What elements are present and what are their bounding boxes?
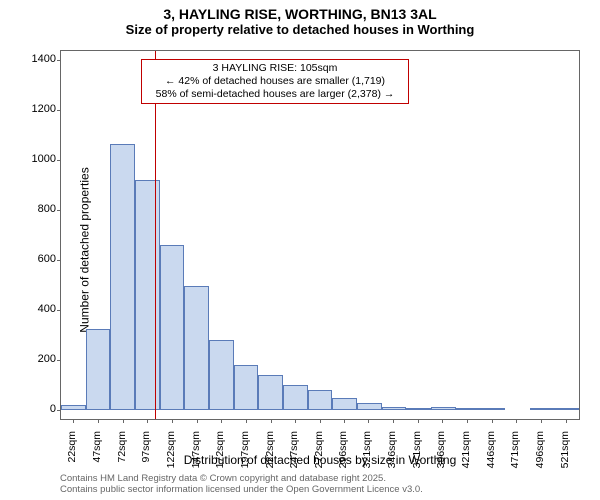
histogram-bar — [283, 385, 308, 410]
histogram-bar — [382, 407, 407, 411]
histogram-bar — [209, 340, 234, 410]
x-tick — [271, 419, 272, 423]
plot-area: 3 HAYLING RISE: 105sqm ← 42% of detached… — [60, 50, 580, 420]
x-tick — [418, 419, 419, 423]
annotation-line2: ← 42% of detached houses are smaller (1,… — [146, 75, 404, 88]
annotation-line3: 58% of semi-detached houses are larger (… — [146, 88, 404, 101]
x-tick-label: 446sqm — [485, 431, 497, 471]
x-tick — [442, 419, 443, 423]
titles: 3, HAYLING RISE, WORTHING, BN13 3AL Size… — [0, 0, 600, 37]
x-tick — [295, 419, 296, 423]
x-tick — [123, 419, 124, 423]
y-tick-label: 1200 — [6, 103, 56, 115]
y-tick-label: 400 — [6, 303, 56, 315]
histogram-bar — [308, 390, 333, 410]
title-main: 3, HAYLING RISE, WORTHING, BN13 3AL — [0, 6, 600, 22]
x-tick — [516, 419, 517, 423]
x-tick-label: 396sqm — [435, 431, 447, 471]
x-tick — [246, 419, 247, 423]
x-tick-label: 521sqm — [559, 431, 571, 471]
x-tick-label: 471sqm — [509, 431, 521, 471]
x-tick — [344, 419, 345, 423]
annotation-box: 3 HAYLING RISE: 105sqm ← 42% of detached… — [141, 59, 409, 104]
x-tick-label: 421sqm — [460, 431, 472, 471]
histogram-bar — [234, 365, 259, 410]
x-tick-label: 346sqm — [386, 431, 398, 471]
y-tick — [57, 410, 61, 411]
x-tick — [492, 419, 493, 423]
x-tick-label: 496sqm — [534, 431, 546, 471]
x-tick-label: 371sqm — [411, 431, 423, 471]
histogram-bar — [86, 329, 111, 410]
y-tick-label: 1400 — [6, 53, 56, 65]
x-tick-label: 172sqm — [214, 431, 226, 471]
y-tick — [57, 310, 61, 311]
x-tick — [467, 419, 468, 423]
x-tick — [197, 419, 198, 423]
x-tick-label: 247sqm — [288, 431, 300, 471]
footer-line2: Contains public sector information licen… — [60, 485, 423, 496]
x-tick-label: 272sqm — [313, 431, 325, 471]
histogram-bar — [456, 408, 481, 410]
x-tick — [73, 419, 74, 423]
histogram-bar — [530, 408, 555, 410]
x-tick-label: 296sqm — [337, 431, 349, 471]
y-tick-label: 600 — [6, 253, 56, 265]
x-tick-label: 197sqm — [239, 431, 251, 471]
y-tick-label: 1000 — [6, 153, 56, 165]
x-tick-label: 47sqm — [91, 431, 103, 471]
x-tick — [566, 419, 567, 423]
y-tick — [57, 160, 61, 161]
x-tick — [221, 419, 222, 423]
x-tick — [393, 419, 394, 423]
annotation-line1: 3 HAYLING RISE: 105sqm — [146, 62, 404, 75]
histogram-bar — [554, 408, 579, 410]
chart-container: 3, HAYLING RISE, WORTHING, BN13 3AL Size… — [0, 0, 600, 500]
histogram-bar — [332, 398, 357, 411]
x-tick-label: 22sqm — [66, 431, 78, 471]
x-tick — [98, 419, 99, 423]
x-tick-label: 72sqm — [116, 431, 128, 471]
y-tick-label: 200 — [6, 353, 56, 365]
x-tick-label: 147sqm — [190, 431, 202, 471]
histogram-bar — [431, 407, 456, 410]
y-tick — [57, 360, 61, 361]
x-tick-label: 222sqm — [264, 431, 276, 471]
x-tick-label: 122sqm — [165, 431, 177, 471]
histogram-bar — [480, 408, 505, 410]
histogram-bar — [406, 408, 431, 410]
x-tick-label: 97sqm — [140, 431, 152, 471]
y-tick — [57, 260, 61, 261]
histogram-bar — [357, 403, 382, 411]
histogram-bar — [258, 375, 283, 410]
footer: Contains HM Land Registry data © Crown c… — [60, 474, 423, 496]
y-tick — [57, 110, 61, 111]
x-tick — [541, 419, 542, 423]
y-tick — [57, 210, 61, 211]
histogram-bar — [61, 405, 86, 411]
x-tick-label: 321sqm — [361, 431, 373, 471]
histogram-bar — [160, 245, 185, 410]
x-tick — [147, 419, 148, 423]
x-tick — [320, 419, 321, 423]
x-tick — [368, 419, 369, 423]
y-tick-label: 0 — [6, 403, 56, 415]
x-tick — [172, 419, 173, 423]
title-sub: Size of property relative to detached ho… — [0, 22, 600, 37]
y-tick-label: 800 — [6, 203, 56, 215]
reference-line — [155, 51, 156, 419]
histogram-bar — [110, 144, 135, 410]
histogram-bar — [184, 286, 209, 410]
y-tick — [57, 60, 61, 61]
